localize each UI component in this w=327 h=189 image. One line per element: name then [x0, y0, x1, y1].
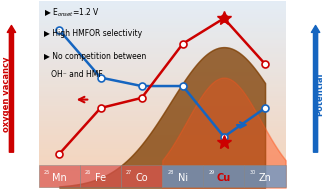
Text: ▶ No competition between: ▶ No competition between	[44, 52, 146, 61]
Text: OH⁻ and HMF: OH⁻ and HMF	[44, 70, 103, 79]
Bar	[39, 165, 80, 187]
Text: Cu: Cu	[217, 173, 231, 183]
Bar	[80, 165, 121, 187]
Text: Ni: Ni	[178, 173, 188, 183]
Text: 27: 27	[126, 170, 132, 175]
Text: Potential: Potential	[316, 73, 325, 116]
Text: 30: 30	[250, 170, 256, 175]
Text: Fe: Fe	[95, 173, 106, 183]
Text: oxygen vacancy: oxygen vacancy	[2, 57, 11, 132]
Text: 29: 29	[208, 170, 215, 175]
Text: Zn: Zn	[259, 173, 271, 183]
Text: 25: 25	[44, 170, 50, 175]
Text: 28: 28	[167, 170, 173, 175]
Text: ▶ High HMFOR selectivity: ▶ High HMFOR selectivity	[44, 29, 142, 38]
Bar	[203, 165, 245, 187]
Bar	[162, 165, 203, 187]
Text: Mn: Mn	[52, 173, 67, 183]
Text: 26: 26	[85, 170, 91, 175]
Bar	[121, 165, 162, 187]
Text: Co: Co	[135, 173, 148, 183]
Bar	[245, 165, 285, 187]
Text: ▶ E$_{onset}$=1.2 V: ▶ E$_{onset}$=1.2 V	[44, 7, 100, 19]
